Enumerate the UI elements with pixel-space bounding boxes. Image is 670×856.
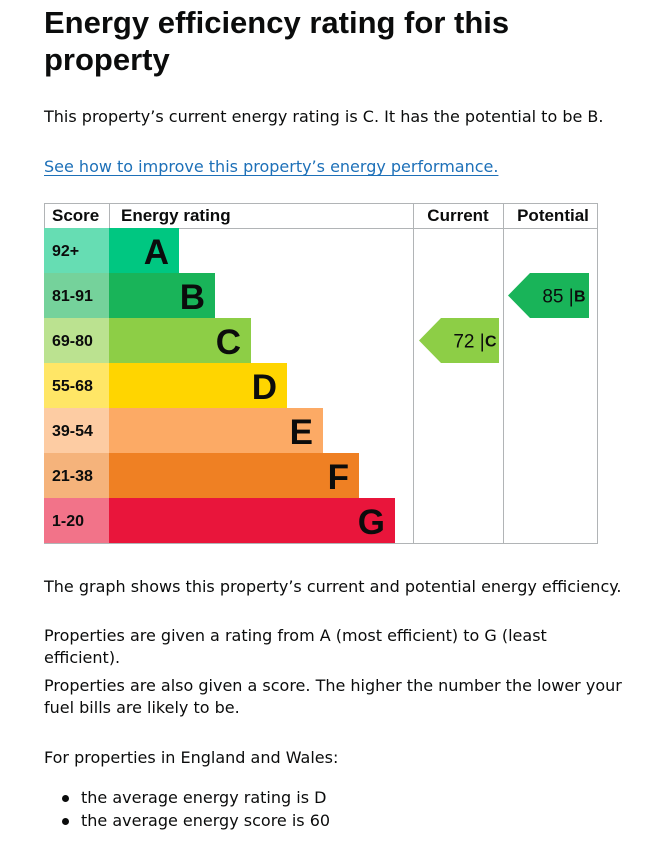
band-score-label: 69-80 <box>52 333 93 350</box>
band-score-label: 1-20 <box>52 513 84 530</box>
band-bar <box>109 453 359 498</box>
band-bar <box>109 228 179 273</box>
header-potential: Potential <box>517 206 589 225</box>
band-score-label: 55-68 <box>52 378 93 395</box>
band-letter: F <box>328 458 349 497</box>
averages-list: the average energy rating is D the avera… <box>44 787 330 833</box>
rating-description: Properties are given a rating from A (mo… <box>44 626 547 667</box>
band-score-label: 81-91 <box>52 288 93 305</box>
band-letter: C <box>216 323 241 362</box>
england-wales-heading: For properties in England and Wales: <box>44 748 339 767</box>
intro-text: This property’s current energy rating is… <box>44 107 604 126</box>
graph-description: The graph shows this property’s current … <box>44 577 622 596</box>
improve-energy-performance-link[interactable]: See how to improve this property’s energ… <box>44 157 499 176</box>
band-score-label: 39-54 <box>52 423 93 440</box>
list-item: the average energy score is 60 <box>44 810 330 833</box>
band-score-cell <box>44 363 109 408</box>
band-score-cell <box>44 273 109 318</box>
band-letter: G <box>358 503 385 542</box>
band-score-cell <box>44 228 109 273</box>
bullet-icon <box>62 795 69 802</box>
current-rating-letter: C <box>485 334 497 351</box>
band-score-cell <box>44 408 109 453</box>
page-title: Energy efficiency rating for this proper… <box>44 5 510 77</box>
band-bar <box>109 363 287 408</box>
band-letter: A <box>144 233 169 272</box>
score-description: Properties are also given a score. The h… <box>44 676 622 717</box>
band-score-cell <box>44 498 109 543</box>
epc-graph: Score Energy rating Current Potential 92+ A 81… <box>44 203 598 544</box>
band-bar <box>109 318 251 363</box>
bullet-icon <box>62 818 69 825</box>
band-bar <box>109 273 215 318</box>
band-score-cell <box>44 453 109 498</box>
header-score: Score <box>52 206 99 225</box>
average-score-text: the average energy score is 60 <box>81 811 331 830</box>
band-letter: B <box>180 278 205 317</box>
energy-rating-chart: Score Energy rating Current Potential 92+ A 81… <box>44 203 600 544</box>
header-current: Current <box>427 206 489 225</box>
band-score-label: 92+ <box>52 243 79 260</box>
current-rating-value: 72 | <box>453 332 484 353</box>
band-bar <box>109 408 323 453</box>
band-letter: D <box>252 368 277 407</box>
header-energy-rating: Energy rating <box>121 206 231 225</box>
list-item: the average energy rating is D <box>44 787 330 810</box>
band-score-cell <box>44 318 109 363</box>
potential-rating-letter: B <box>574 289 586 306</box>
potential-rating-arrow <box>508 273 589 318</box>
current-rating-arrow <box>419 318 499 363</box>
band-bar <box>109 498 395 543</box>
average-rating-text: the average energy rating is D <box>81 788 327 807</box>
potential-rating-value: 85 | <box>542 287 573 308</box>
band-letter: E <box>290 413 313 452</box>
band-score-label: 21-38 <box>52 468 93 485</box>
